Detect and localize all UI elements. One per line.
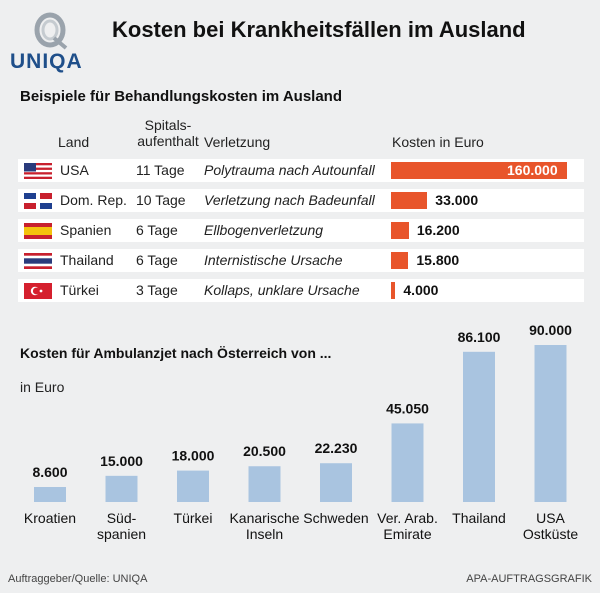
column-header-land: Land bbox=[58, 134, 90, 150]
cost-bar bbox=[391, 282, 396, 299]
stay-duration: 3 Tage bbox=[136, 282, 178, 298]
injury-description: Kollaps, unklare Ursache bbox=[204, 282, 360, 298]
cost-bar bbox=[391, 252, 409, 269]
category-label: Schweden bbox=[303, 510, 368, 526]
bar-value-label: 18.000 bbox=[172, 448, 215, 464]
stay-duration: 11 Tage bbox=[136, 162, 185, 178]
category-label: Ostküste bbox=[523, 526, 578, 542]
bar bbox=[105, 475, 138, 502]
bar bbox=[463, 351, 495, 502]
thailand-flag-icon bbox=[24, 253, 52, 269]
column-header-cost: Kosten in Euro bbox=[392, 134, 484, 150]
country-name: Türkei bbox=[60, 282, 99, 298]
bar-value-label: 90.000 bbox=[529, 322, 572, 338]
category-label: Kroatien bbox=[24, 510, 76, 526]
category-label: Emirate bbox=[383, 526, 431, 542]
category-label: Kanarische bbox=[229, 510, 299, 526]
bar-value-label: 8.600 bbox=[32, 464, 67, 480]
bar bbox=[534, 345, 567, 502]
column-header-stay-line1: Spitals- bbox=[144, 117, 192, 133]
country-name: Spanien bbox=[60, 222, 112, 238]
bar bbox=[248, 466, 281, 502]
table-row: Thailand 6 Tage Internistische Ursache 1… bbox=[18, 249, 584, 272]
cost-bar bbox=[391, 222, 409, 239]
source-note: Auftraggeber/Quelle: UNIQA bbox=[8, 573, 148, 585]
bar-value-label: 20.500 bbox=[243, 443, 286, 459]
cost-bar bbox=[391, 192, 428, 209]
stay-duration: 10 Tage bbox=[136, 192, 186, 208]
cost-bar bbox=[391, 162, 567, 179]
cost-value: 16.200 bbox=[416, 222, 460, 238]
bar-value-label: 15.000 bbox=[100, 453, 143, 469]
table-section-title: Beispiele für Behandlungskosten im Ausla… bbox=[20, 88, 343, 105]
bar bbox=[177, 470, 209, 502]
category-label: Süd- bbox=[107, 510, 137, 526]
cost-value: 4.000 bbox=[403, 282, 439, 298]
us-flag-icon bbox=[24, 163, 52, 179]
country-name: Dom. Rep. bbox=[60, 192, 127, 208]
injury-description: Internistische Ursache bbox=[204, 252, 343, 268]
injury-description: Polytrauma nach Autounfall bbox=[204, 162, 375, 178]
category-label: Thailand bbox=[452, 510, 506, 526]
credit-note: APA-AUFTRAGSGRAFIK bbox=[466, 573, 592, 585]
bar-value-label: 22.230 bbox=[315, 440, 358, 456]
table-row: Türkei 3 Tage Kollaps, unklare Ursache 4… bbox=[18, 279, 584, 302]
stay-duration: 6 Tage bbox=[136, 252, 178, 268]
category-label: Ver. Arab. bbox=[377, 510, 438, 526]
injury-description: Verletzung nach Badeunfall bbox=[204, 192, 375, 208]
chart-title: Kosten für Ambulanzjet nach Österreich v… bbox=[20, 345, 332, 361]
bar-value-label: 45.050 bbox=[386, 400, 429, 416]
stay-duration: 6 Tage bbox=[136, 222, 178, 238]
table-row: Dom. Rep. 10 Tage Verletzung nach Badeun… bbox=[18, 189, 584, 212]
uniqa-logo-icon bbox=[34, 12, 68, 50]
bar bbox=[391, 423, 424, 502]
column-header-stay-line2: aufenthalt bbox=[137, 133, 199, 149]
dominican-republic-flag-icon bbox=[24, 193, 52, 209]
brand-name: UNIQA bbox=[10, 50, 83, 73]
table-row: USA 11 Tage Polytrauma nach Autounfall 1… bbox=[18, 159, 584, 182]
category-label: USA bbox=[536, 510, 565, 526]
category-label: Inseln bbox=[246, 526, 283, 542]
chart-unit-label: in Euro bbox=[20, 379, 65, 395]
cost-value: 160.000 bbox=[507, 162, 558, 178]
column-header-stay: Spitals- aufenthalt bbox=[133, 117, 203, 149]
category-label: spanien bbox=[97, 526, 146, 542]
country-name: USA bbox=[60, 162, 89, 178]
cost-value: 33.000 bbox=[435, 192, 479, 208]
table-row: Spanien 6 Tage Ellbogenverletzung 16.200 bbox=[18, 219, 584, 242]
bar bbox=[320, 463, 352, 502]
category-label: Türkei bbox=[174, 510, 213, 526]
turkey-flag-icon bbox=[24, 283, 52, 299]
country-name: Thailand bbox=[60, 252, 114, 268]
bar-value-label: 86.100 bbox=[458, 329, 501, 345]
spain-flag-icon bbox=[24, 223, 52, 239]
bar bbox=[34, 486, 66, 502]
cost-value: 15.800 bbox=[416, 252, 460, 268]
page-title: Kosten bei Krankheitsfällen im Ausland bbox=[112, 17, 526, 42]
ambulance-jet-bar-chart: 8.600 Kroatien 15.000 Süd-spanien 18.000 Türk… bbox=[24, 322, 578, 542]
column-header-injury: Verletzung bbox=[204, 134, 271, 150]
injury-description: Ellbogenverletzung bbox=[204, 222, 324, 238]
